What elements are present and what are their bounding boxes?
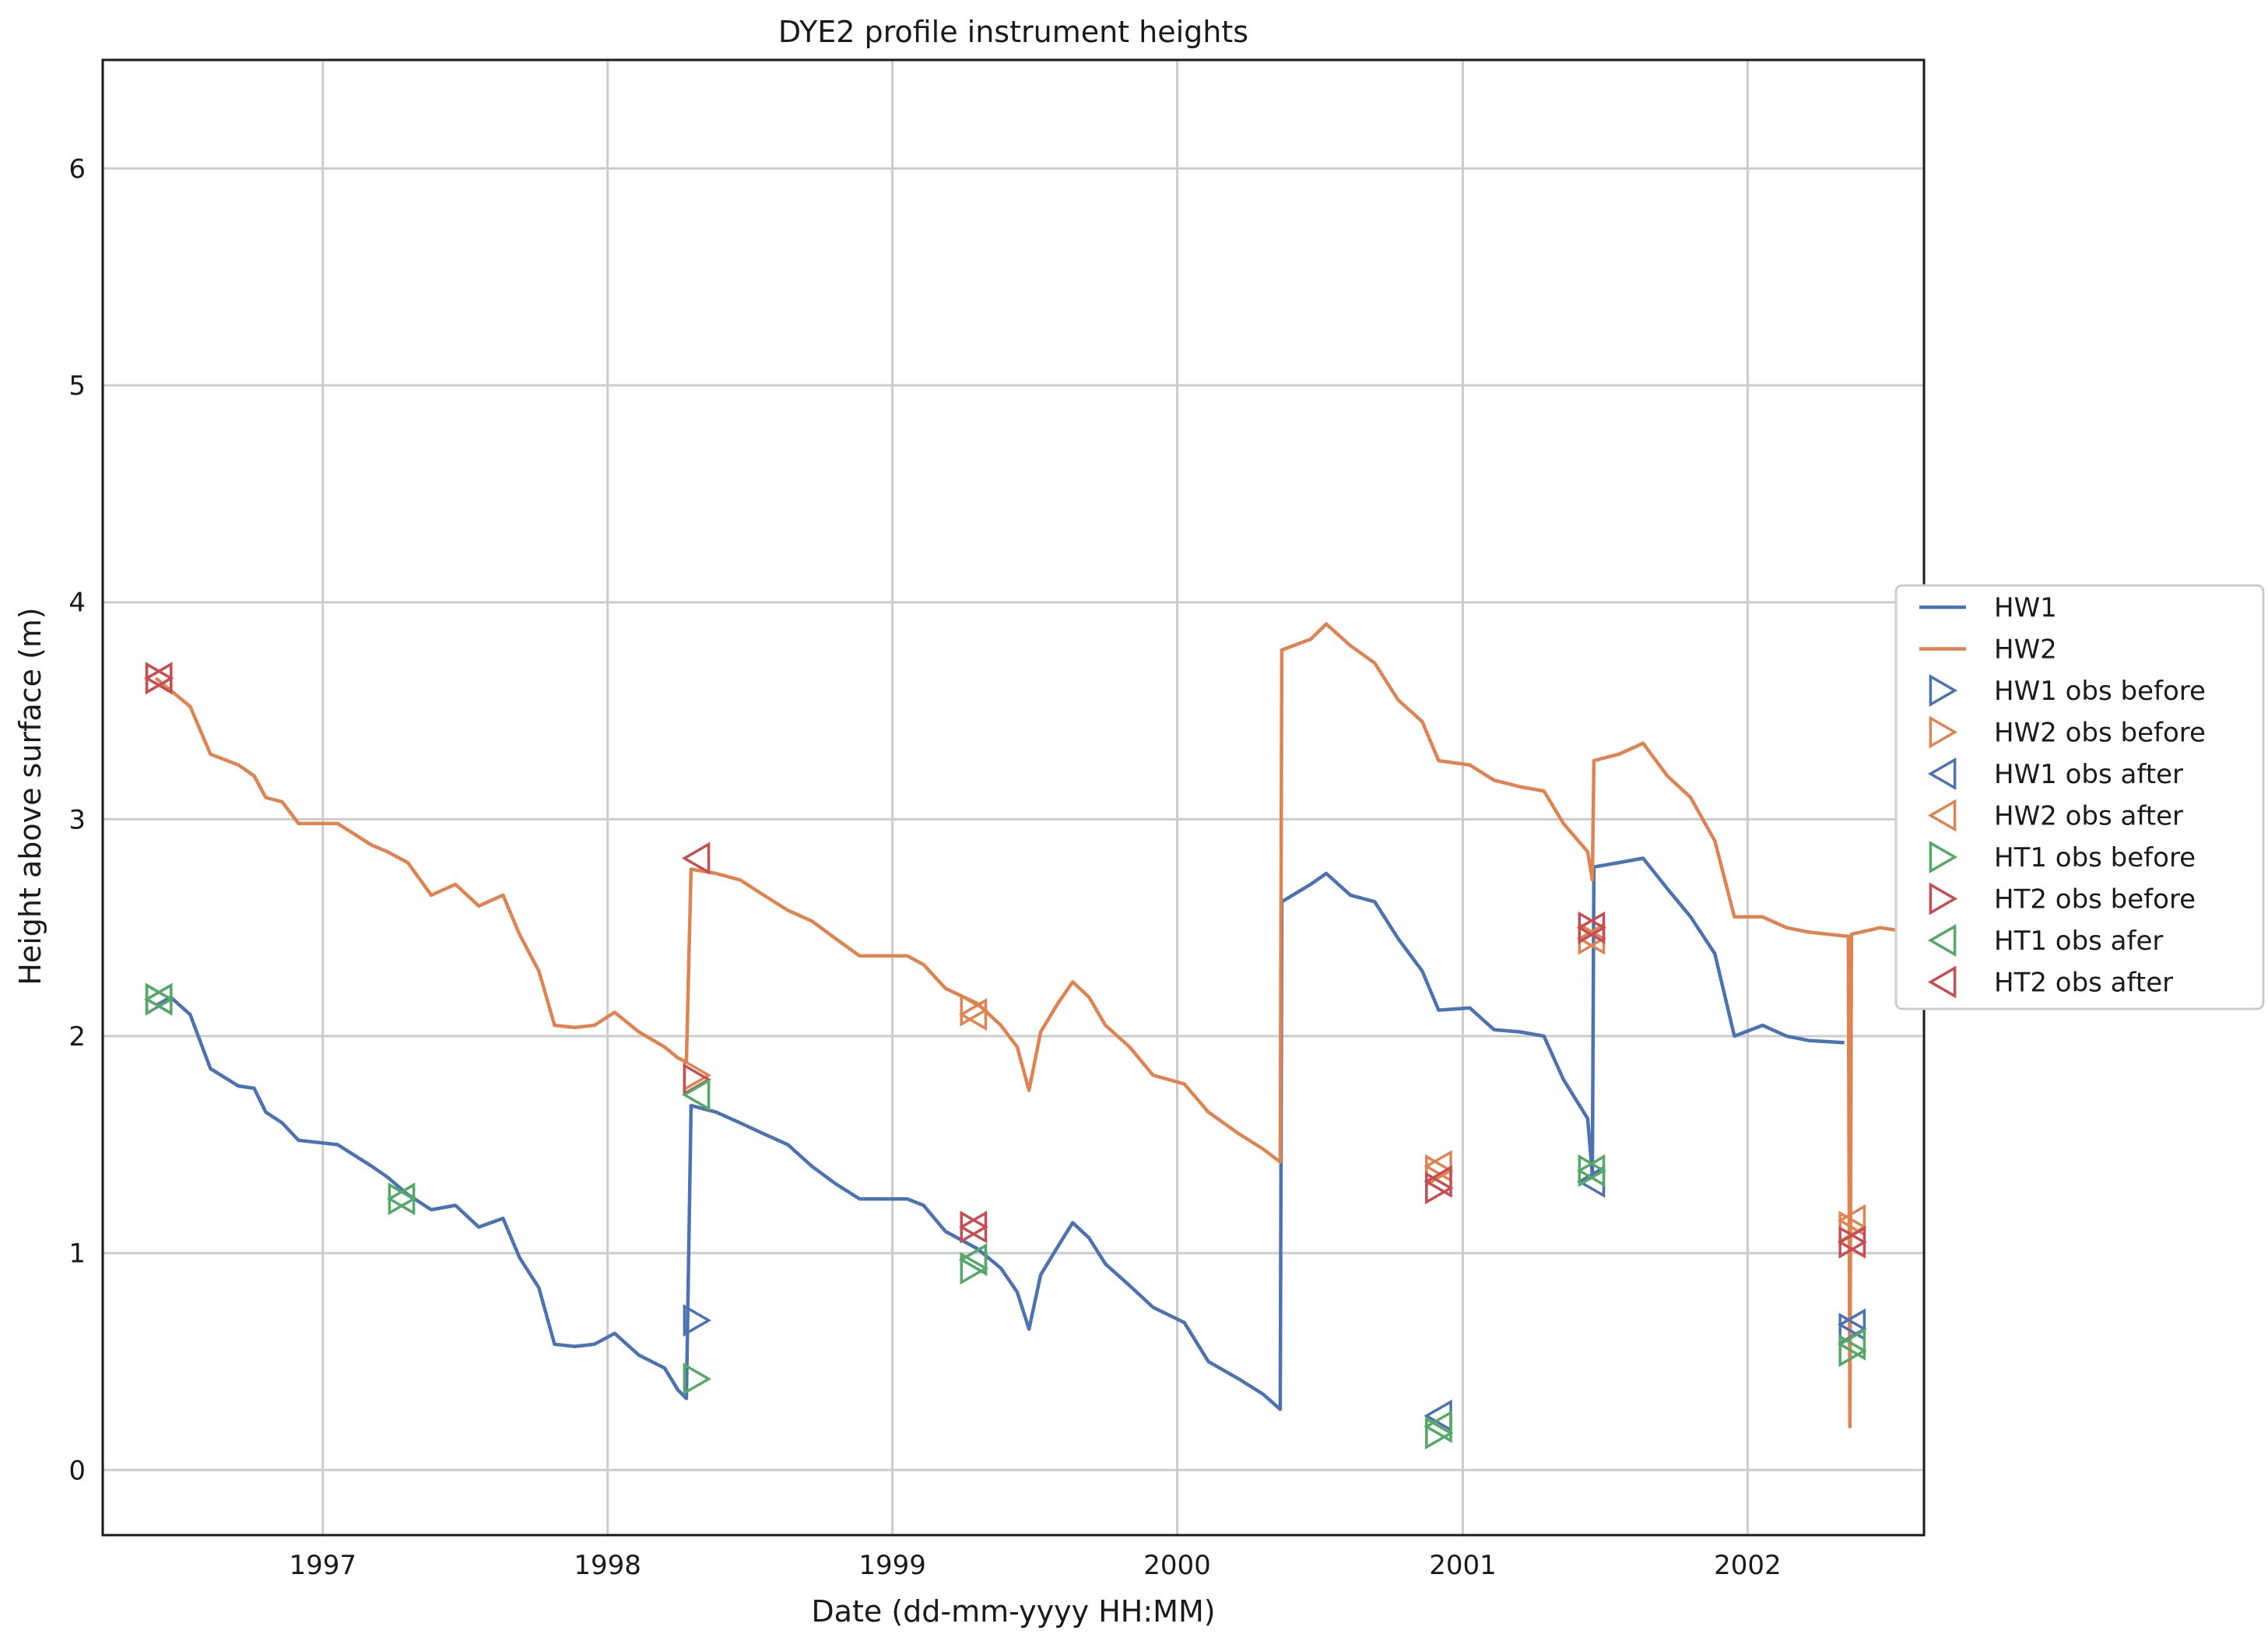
legend-label-ht1-obs-afer: HT1 obs afer: [1994, 926, 2163, 957]
y-tick-label: 3: [68, 804, 86, 835]
series-line-hw1: [155, 856, 1845, 1411]
legend-swatch-hw2-obs-before: [1929, 715, 1958, 749]
marker-hw2-obs-before: [1425, 1154, 1454, 1187]
marker-ht2-obs-after: [1576, 911, 1606, 944]
marker-layer: [144, 662, 1867, 1450]
y-axis-ticks: 0 1 2 3 4 5 6: [68, 153, 86, 1486]
marker-ht1-obs-before: [1838, 1334, 1867, 1368]
marker-ht1-obs-afer: [1576, 1154, 1606, 1187]
marker-ht1-obs-before: [1425, 1416, 1454, 1450]
marker-ht1-obs-afer: [144, 982, 173, 1016]
x-axis-label: Date (dd-mm-yyyy HH:MM): [811, 1594, 1215, 1629]
y-tick-label: 4: [68, 588, 86, 619]
x-tick-label: 1999: [858, 1550, 926, 1581]
y-tick-label: 1: [68, 1239, 86, 1270]
series-line-hw2: [154, 622, 1925, 1428]
marker-ht2-obs-after: [1837, 1225, 1866, 1259]
marker-ht1-obs-afer: [1837, 1327, 1866, 1361]
legend-label-hw1: HW1: [1994, 592, 2057, 624]
marker-ht1-obs-before: [683, 1362, 712, 1396]
marker-hw2-obs-after: [1837, 1204, 1866, 1237]
marker-ht2-obs-after: [1424, 1165, 1452, 1198]
marker-hw2-obs-before: [960, 993, 988, 1027]
y-tick-label: 2: [68, 1021, 86, 1052]
x-axis-ticks: 1997 1998 1999 2000 2001 2002: [289, 1550, 1781, 1581]
legend-swatch-hw2-obs-after: [1927, 799, 1957, 832]
marker-ht2-obs-after: [681, 842, 711, 875]
legend-swatch-ht1-obs-before: [1929, 840, 1958, 874]
marker-ht2-obs-after: [958, 1211, 988, 1244]
marker-ht1-obs-afer: [1424, 1410, 1452, 1443]
x-tick-label: 1997: [289, 1550, 356, 1581]
legend-swatch-ht2-obs-after: [1927, 965, 1957, 999]
legend-swatch-hw1-obs-before: [1929, 673, 1958, 708]
marker-ht1-obs-afer: [386, 1182, 416, 1216]
marker-ht1-obs-before: [960, 1252, 988, 1285]
legend: HW1 HW2 HW1 obs before HW2 obs before HW1 ob…: [1894, 584, 2265, 1010]
marker-ht1-obs-afer: [681, 1078, 711, 1112]
legend-box: [1894, 584, 2265, 1010]
x-tick-label: 2001: [1429, 1550, 1497, 1581]
legend-label-hw2-obs-before: HW2 obs before: [1994, 718, 2206, 749]
marker-hw2-obs-after: [958, 998, 988, 1031]
legend-label-hw2: HW2: [1994, 634, 2057, 666]
plot-frame: [101, 58, 1926, 1537]
legend-label-ht2-obs-before: HT2 obs before: [1994, 884, 2196, 915]
chart-title: DYE2 profile instrument heights: [778, 15, 1248, 49]
legend-label-hw1-obs-before: HW1 obs before: [1994, 676, 2206, 707]
y-axis-label: Height above surface (m): [13, 607, 47, 985]
y-tick-label: 6: [68, 153, 86, 184]
legend-swatch-ht2-obs-before: [1929, 882, 1958, 915]
legend-label-ht2-obs-after: HT2 obs after: [1994, 968, 2173, 999]
legend-label-hw1-obs-after: HW1 obs after: [1994, 759, 2183, 790]
marker-ht2-obs-before: [1425, 1172, 1454, 1205]
legend-swatch-hw1-obs-after: [1927, 757, 1957, 791]
x-tick-label: 2000: [1143, 1550, 1211, 1581]
x-tick-label: 1998: [574, 1550, 641, 1581]
marker-hw1-obs-after: [1837, 1308, 1866, 1341]
y-tick-label: 5: [68, 371, 86, 402]
y-tick-label: 0: [68, 1455, 86, 1486]
marker-ht1-obs-afer: [958, 1243, 988, 1277]
marker-ht2-obs-before: [960, 1211, 988, 1244]
legend-label-hw2-obs-after: HW2 obs after: [1994, 801, 2183, 832]
series-layer: [154, 622, 1925, 1428]
legend-label-ht1-obs-before: HT1 obs before: [1994, 842, 2196, 873]
legend-swatch-ht1-obs-afer: [1927, 923, 1957, 958]
marker-ht2-obs-after: [144, 662, 173, 695]
x-tick-label: 2002: [1714, 1550, 1782, 1581]
marker-hw1-obs-before: [683, 1304, 712, 1337]
grid: [103, 60, 1924, 1535]
